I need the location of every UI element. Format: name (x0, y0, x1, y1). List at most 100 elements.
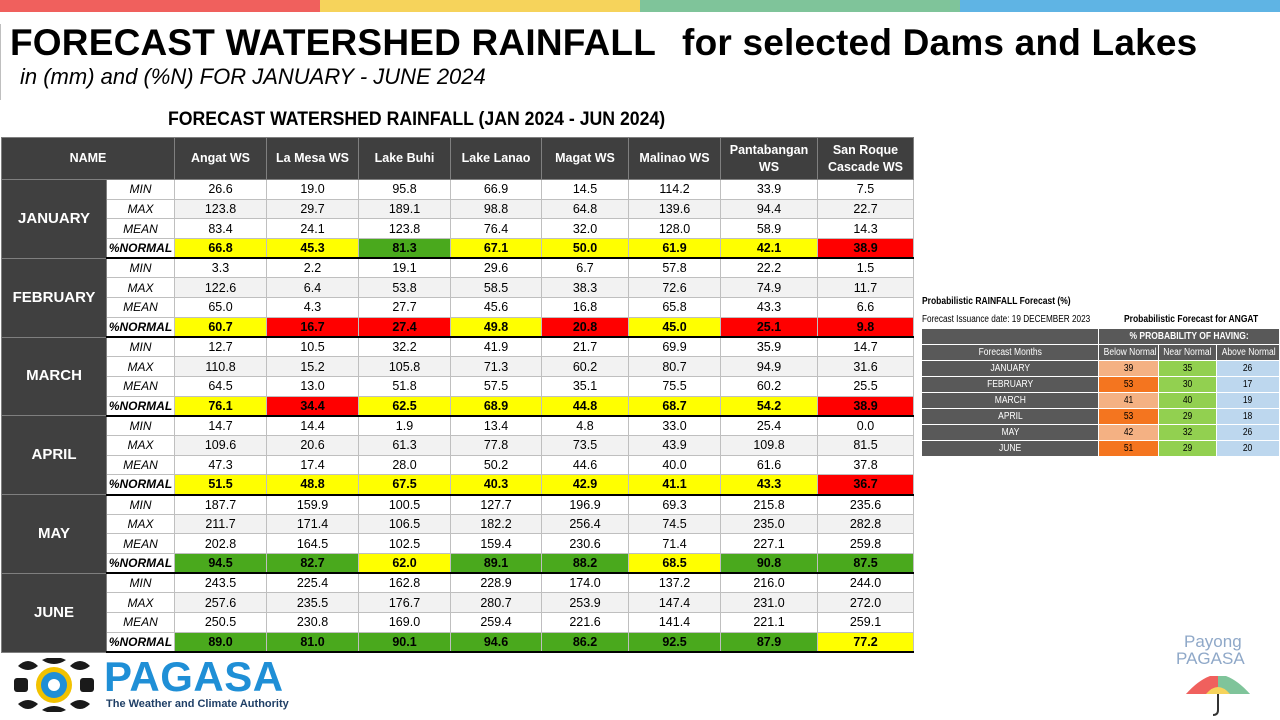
header-col: La Mesa WS (266, 137, 359, 180)
stat-label: MAX (106, 513, 175, 535)
stat-label: MEAN (106, 454, 175, 476)
table-cell: 14.3 (817, 218, 914, 240)
prob-below-value: 41 (1098, 392, 1159, 409)
table-cell: 38.9 (817, 395, 914, 417)
table-cell: 6.4 (266, 277, 359, 299)
prob-col-above: Above Normal (1215, 344, 1280, 361)
table-cell: 100.5 (358, 494, 451, 515)
table-cell: 86.2 (541, 631, 629, 653)
table-cell: 189.1 (358, 198, 451, 220)
prob-near-value: 32 (1158, 424, 1217, 441)
header-col: Pantabangan WS (720, 137, 818, 180)
table-cell: 221.1 (720, 612, 818, 633)
prob-below-value: 53 (1098, 408, 1159, 425)
table-cell: 6.6 (817, 297, 914, 318)
stat-label: MIN (106, 494, 175, 515)
table-cell: 92.5 (628, 631, 721, 653)
prob-issuance-date: Forecast Issuance date: 19 DECEMBER 2023 (922, 314, 1091, 325)
stat-label: MIN (106, 336, 175, 358)
table-cell: 66.8 (174, 238, 267, 260)
top-bar-segment-blue (960, 0, 1280, 12)
header-col: Magat WS (541, 137, 629, 180)
table-cell: 31.6 (817, 356, 914, 377)
header-col: Angat WS (174, 137, 267, 180)
prob-forecast-for: Probabilistic Forecast for ANGAT (1124, 314, 1259, 325)
table-cell: 164.5 (266, 533, 359, 555)
table-cell: 16.7 (266, 316, 359, 338)
table-cell: 257.6 (174, 592, 267, 614)
prob-row: MARCH 41 40 19 (921, 392, 1280, 409)
page-title-part1: FORECAST WATERSHED RAINFALL (10, 22, 657, 63)
table-cell: 41.9 (450, 336, 542, 358)
table-cell: 123.8 (358, 218, 451, 240)
table-cell: 38.9 (817, 238, 914, 260)
header-col: San Roque Cascade WS (817, 137, 914, 180)
table-cell: 11.7 (817, 277, 914, 299)
umbrella-icon (1186, 676, 1250, 716)
stat-label: MIN (106, 179, 175, 200)
table-header-row: NAME Angat WS La Mesa WS Lake Buhi Lake … (1, 137, 914, 180)
table-cell: 7.5 (817, 179, 914, 200)
table-cell: 32.0 (541, 218, 629, 240)
table-cell: 102.5 (358, 533, 451, 555)
table-cell: 75.5 (628, 375, 721, 397)
table-cell: 25.5 (817, 375, 914, 397)
table-cell: 29.7 (266, 198, 359, 220)
table-cell: 40.3 (450, 474, 542, 496)
table-cell: 235.5 (266, 592, 359, 614)
table-cell: 35.9 (720, 336, 818, 358)
stat-label: MEAN (106, 218, 175, 240)
table-cell: 162.8 (358, 572, 451, 594)
table-cell: 54.2 (720, 395, 818, 417)
table-title: FORECAST WATERSHED RAINFALL (JAN 2024 - … (168, 109, 666, 130)
table-cell: 61.9 (628, 238, 721, 260)
prob-month: MARCH (921, 392, 1099, 409)
table-row-pct-normal: %NORMAL 89.0 81.0 90.1 94.6 86.2 92.5 87.9 77.2 (2, 631, 914, 653)
table-cell: 127.7 (450, 494, 542, 515)
table-cell: 74.9 (720, 277, 818, 299)
table-cell: 139.6 (628, 198, 721, 220)
table-cell: 72.6 (628, 277, 721, 299)
stat-label: %NORMAL (106, 553, 175, 575)
prob-col-near: Near Normal (1158, 344, 1217, 361)
table-cell: 42.9 (541, 474, 629, 496)
table-cell: 44.8 (541, 395, 629, 417)
table-cell: 13.4 (450, 415, 542, 436)
prob-above-value: 19 (1215, 392, 1280, 409)
table-cell: 202.8 (174, 533, 267, 555)
month-label: APRIL (1, 415, 107, 495)
table-cell: 4.3 (266, 297, 359, 318)
table-cell: 64.5 (174, 375, 267, 397)
table-cell: 141.4 (628, 612, 721, 633)
table-cell: 57.8 (628, 257, 721, 279)
table-cell: 182.2 (450, 513, 542, 535)
stat-label: MAX (106, 356, 175, 377)
prob-near-value: 29 (1158, 440, 1217, 457)
stat-label: MAX (106, 434, 175, 456)
pagasa-tagline: The Weather and Climate Authority (106, 698, 289, 710)
table-cell: 94.9 (720, 356, 818, 377)
prob-near-value: 29 (1158, 408, 1217, 425)
prob-blank-cell (921, 328, 1099, 345)
prob-month: FEBRUARY (921, 376, 1099, 393)
prob-row: FEBRUARY 53 30 17 (921, 376, 1280, 393)
probability-table: % PROBABILITY OF HAVING: Forecast Months… (921, 328, 1280, 457)
table-cell: 19.1 (358, 257, 451, 279)
prob-below-value: 39 (1098, 360, 1159, 377)
table-cell: 32.2 (358, 336, 451, 358)
table-cell: 45.0 (628, 316, 721, 338)
table-cell: 19.0 (266, 179, 359, 200)
table-cell: 82.7 (266, 553, 359, 575)
stat-label: MAX (106, 592, 175, 614)
table-row-max: MAX 257.6 235.5 176.7 280.7 253.9 147.4 231.0 27… (2, 592, 914, 614)
prob-header-row: Forecast Months Below Normal Near Normal… (921, 344, 1280, 361)
table-cell: 25.1 (720, 316, 818, 338)
page-subtitle: in (mm) and (%N) FOR JANUARY - JUNE 2024 (20, 64, 486, 89)
table-cell: 196.9 (541, 494, 629, 515)
table-row-min: MAY MIN 187.7 159.9 100.5 127.7 196.9 69.3 215.8… (1, 494, 914, 574)
table-cell: 0.0 (817, 415, 914, 436)
table-cell: 50.2 (450, 454, 542, 476)
table-cell: 16.8 (541, 297, 629, 318)
page-title-part2: for selected Dams and Lakes (682, 22, 1198, 63)
table-cell: 1.5 (817, 257, 914, 279)
